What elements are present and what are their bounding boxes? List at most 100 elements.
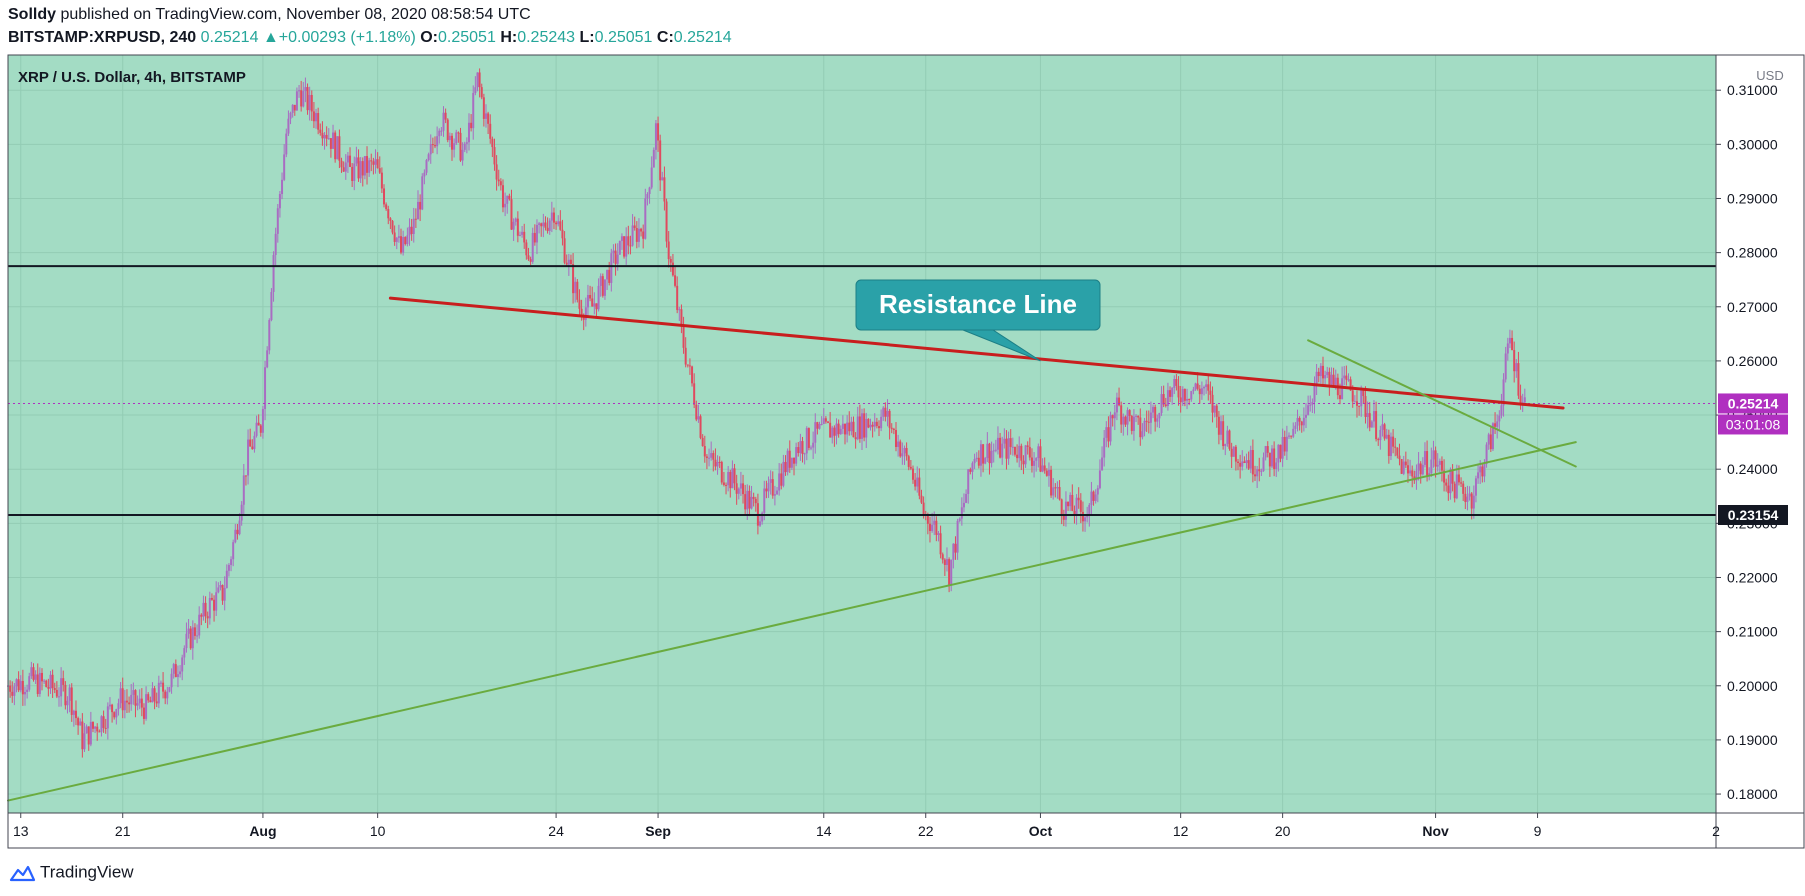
candle-body (457, 132, 460, 134)
candle-body (529, 259, 532, 262)
candle-body (926, 514, 929, 524)
candle-body (820, 424, 823, 426)
candle-body (1443, 470, 1446, 483)
candle-body (470, 122, 473, 129)
candle-body (1328, 371, 1331, 385)
candle-body (1500, 405, 1503, 416)
candle-body (599, 276, 602, 286)
candle-body (368, 160, 371, 173)
candle-body (1417, 463, 1420, 471)
candle-body (1281, 437, 1284, 459)
candle-body (710, 453, 713, 458)
candle-body (189, 628, 192, 649)
candle-body (1183, 389, 1186, 401)
candle-body (1011, 446, 1014, 448)
candle-body (272, 254, 275, 292)
candle-body (198, 614, 201, 636)
candle-body (988, 443, 991, 464)
candle-body (1275, 462, 1278, 470)
high-value: 0.25243 (517, 29, 576, 46)
candle-body (1181, 389, 1184, 403)
candle-body (482, 97, 485, 119)
candle-body (799, 441, 802, 454)
candle-body (436, 136, 439, 147)
author-name[interactable]: Solldy (8, 6, 57, 23)
candle-body (1511, 337, 1514, 351)
candle-body (62, 678, 65, 685)
candle-body (308, 94, 311, 111)
candle-body (1237, 461, 1240, 463)
candle-body (814, 422, 817, 443)
descending-trend-line[interactable] (1307, 339, 1577, 468)
candle-body (1451, 469, 1454, 484)
resistance-callout[interactable]: Resistance Line (855, 279, 1101, 362)
candle-body (603, 279, 606, 296)
candle-body (542, 222, 545, 227)
candle-body (45, 680, 48, 687)
candle-body (1271, 448, 1274, 467)
candle-body (812, 442, 815, 448)
candle-body (722, 482, 725, 485)
ascending-support-line[interactable] (7, 441, 1577, 802)
candle-body (610, 253, 613, 283)
candle-body (1283, 437, 1286, 452)
candle-body (992, 450, 995, 452)
tradingview-footer[interactable]: TradingView (8, 862, 134, 883)
candle-body (701, 437, 704, 447)
time-axis-panel[interactable] (8, 813, 1716, 848)
candle-body (1154, 406, 1157, 422)
candle-body (1009, 438, 1012, 447)
candle-body (1232, 446, 1235, 457)
candle-body (1086, 515, 1089, 518)
candle-body (582, 316, 585, 320)
candle-body (1313, 385, 1316, 402)
candle-body (824, 418, 827, 422)
resistance-line[interactable] (388, 296, 1565, 410)
candle-body (1084, 517, 1087, 522)
candle-body (489, 123, 492, 139)
candle-body (221, 585, 224, 601)
candle-body (1156, 418, 1159, 422)
lower-line-price-badge (1718, 504, 1788, 525)
candle-body (431, 144, 434, 146)
candle-body (193, 627, 196, 636)
candle-body (1472, 495, 1475, 509)
candle-body (1256, 469, 1259, 477)
candle-body (32, 667, 35, 680)
candle-body (1432, 450, 1435, 460)
candle-body (497, 179, 500, 182)
candle-body (227, 564, 230, 571)
candle-body (319, 129, 322, 133)
candle-body (23, 691, 26, 695)
candle-body (882, 407, 885, 417)
candle-body (1362, 388, 1365, 397)
candle-body (174, 664, 177, 678)
candle-body (565, 262, 568, 265)
candle-body (750, 496, 753, 509)
candle-body (9, 685, 12, 692)
candle-body (51, 674, 54, 688)
candle-body (293, 104, 296, 111)
candle-body (1449, 469, 1452, 494)
candle-body (1077, 497, 1080, 501)
candle-body (635, 228, 638, 242)
candle-body (202, 602, 205, 617)
time-tick-label: Sep (645, 823, 671, 839)
candle-body (43, 680, 46, 682)
candle-body (521, 231, 524, 235)
candle-body (463, 143, 466, 150)
candle-body (395, 237, 398, 242)
time-tick-label: 2 (1712, 823, 1720, 839)
candle-body (421, 176, 424, 210)
candle-body (287, 118, 290, 134)
candle-body (544, 222, 547, 228)
candle-body (761, 512, 764, 522)
candle-body (289, 112, 292, 119)
high-label: H: (500, 29, 518, 46)
candle-body (225, 570, 228, 588)
candle-body (1332, 374, 1335, 386)
candle-body (559, 221, 562, 230)
candle-body (1402, 461, 1405, 474)
candle-body (1205, 384, 1208, 388)
